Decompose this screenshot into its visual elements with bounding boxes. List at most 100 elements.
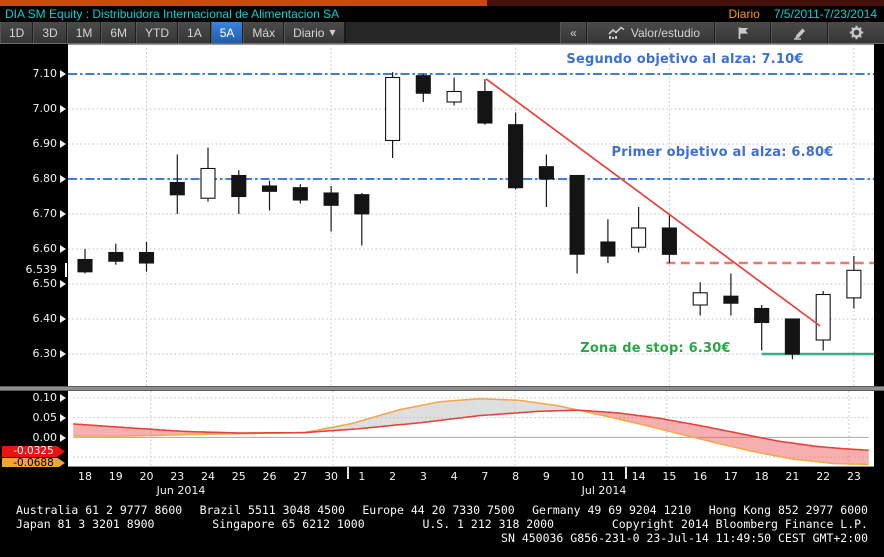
x-axis-day-label: 18 (78, 470, 92, 483)
candle (292, 184, 308, 204)
footer-contact-item: U.S. 1 212 318 2000 (422, 517, 554, 531)
range-button-group: 1D 3D 1M 6M YTD 1A 5A Máx (0, 22, 285, 43)
draw-button[interactable] (771, 22, 828, 43)
candle (169, 154, 185, 214)
price-tick-label: 6.70 (32, 207, 58, 220)
study-button[interactable]: Valor/estudio (586, 22, 715, 43)
price-tick-label: 7.00 (32, 102, 58, 115)
axis-tick-arrow-icon (60, 140, 66, 148)
footer-contact-item: Europe 44 20 7330 7500 (362, 503, 515, 517)
security-title: DIA SM Equity : Distribuidora Internacio… (5, 7, 340, 21)
x-axis-day-label: 24 (201, 470, 216, 483)
range-button-3d[interactable]: 3D (33, 22, 67, 43)
range-button-1m[interactable]: 1M (66, 22, 102, 43)
candlestick-plot[interactable] (68, 44, 874, 386)
date-range-label: 7/5/2011-7/23/2014 (773, 7, 877, 21)
chart-region: Segundo objetivo al alza: 7.10€ Primer o… (0, 44, 884, 469)
range-button-1a[interactable]: 1A (178, 22, 211, 43)
month-separator-tick (347, 467, 349, 479)
line-chart-icon (608, 25, 625, 40)
axis-tick-arrow-icon (60, 315, 66, 323)
footer-session-row: SN 450036 G856-231-0 23-Jul-14 11:49:50 … (16, 531, 868, 545)
x-axis-day-label: 20 (139, 470, 154, 483)
x-axis-day-label: 11 (600, 470, 615, 483)
price-tick-label: 6.30 (32, 347, 58, 360)
chevron-down-icon: ▼ (329, 28, 336, 37)
footer-contacts-row2: Japan 81 3 3201 8900 Singapore 65 6212 10… (16, 517, 868, 531)
axis-tick-arrow-icon (60, 350, 66, 358)
x-axis-day-label: 23 (170, 470, 185, 483)
study-tick-label: 0.10 (32, 391, 58, 404)
panel-divider[interactable] (0, 386, 884, 391)
candle (569, 174, 585, 274)
x-axis-day-label: 15 (662, 470, 677, 483)
x-axis-day-label: 3 (419, 470, 427, 483)
x-axis-day-label: 19 (108, 470, 123, 483)
range-button-1d[interactable]: 1D (0, 22, 34, 43)
date-axis: 18 19 20 23 24 25 26 27 30 1 2 3 4 7 8 9 10 11 14 15 16 17 18 2… (0, 467, 884, 500)
chart-title-bar: DIA SM Equity : Distribuidora Internacio… (0, 6, 884, 22)
x-axis-day-label: 23 (846, 470, 861, 483)
annotation-flag-button[interactable] (715, 22, 771, 43)
candle (508, 112, 524, 190)
macd-plot[interactable] (68, 391, 874, 467)
candle (200, 147, 216, 202)
candle (815, 291, 831, 351)
axis-tick-arrow-icon (60, 175, 66, 183)
settings-button[interactable] (828, 22, 884, 43)
month-separator-tick (625, 467, 627, 479)
macd-line (73, 409, 869, 451)
footer-contact-item: Copyright 2014 Bloomberg Finance L.P. (611, 517, 868, 531)
collapse-panel-button[interactable]: « (560, 22, 587, 43)
candle (723, 273, 739, 316)
axis-tick-arrow-icon (60, 210, 66, 218)
annotation-first-target: Primer objetivo al alza: 6.80€ (611, 145, 834, 160)
price-tick-label: 6.90 (32, 137, 58, 150)
footer-contact-item: Singapore 65 6212 1000 (212, 517, 365, 531)
candle (692, 282, 708, 316)
footer-contacts-row1: Australia 61 2 9777 8600 Brazil 5511 3048… (16, 503, 868, 517)
x-axis-day-label: 16 (693, 470, 708, 483)
axis-tick-arrow-icon (60, 245, 66, 253)
candle (754, 305, 770, 351)
candle (538, 154, 554, 207)
terminal-footer: Australia 61 2 9777 8600 Brazil 5511 3048… (0, 500, 884, 557)
footer-contact-item: Japan 81 3 3201 8900 (16, 517, 155, 531)
macd-value-tag: -0.0325 (2, 446, 65, 457)
trendline (485, 78, 821, 327)
range-button-ytd[interactable]: YTD (136, 22, 179, 43)
candle (108, 243, 124, 265)
x-axis-day-label: 4 (450, 470, 458, 483)
axis-tick-arrow-icon (60, 414, 66, 422)
footer-contact-item: Brazil 5511 3048 4500 (199, 503, 345, 517)
candle (631, 207, 647, 253)
footer-contact-item: Australia 61 2 9777 8600 (16, 503, 183, 517)
x-axis-day-label: 14 (631, 470, 646, 483)
study-tick-label: 0.00 (32, 431, 58, 444)
axis-tick-arrow-icon (60, 105, 66, 113)
candle (446, 77, 462, 106)
price-tick-label: 6.50 (32, 277, 58, 290)
candle (261, 180, 278, 211)
x-axis-day-label: 9 (542, 470, 550, 483)
price-tick-label: 6.60 (32, 242, 58, 255)
x-axis-day-label: 27 (293, 470, 308, 483)
candle (77, 249, 93, 274)
candle (784, 318, 800, 360)
x-axis-month-label: Jun 2014 (156, 484, 206, 497)
annotation-stop-zone: Zona de stop: 6.30€ (580, 341, 731, 356)
footer-contact-item: Germany 49 69 9204 1210 (532, 503, 692, 517)
x-axis-day-label: 21 (785, 470, 800, 483)
interval-dropdown[interactable]: Diario ▼ (284, 22, 345, 43)
x-axis-day-label: 30 (324, 470, 339, 483)
candle (323, 186, 339, 232)
range-button-máx[interactable]: Máx (243, 22, 285, 43)
price-tick-label: 6.40 (32, 312, 58, 325)
candle (354, 193, 370, 246)
candle (661, 214, 677, 263)
gear-icon (849, 25, 864, 40)
range-button-6m[interactable]: 6M (101, 22, 137, 43)
range-button-5a[interactable]: 5A (210, 22, 244, 43)
x-axis-day-label: 1 (358, 470, 366, 483)
candle (385, 72, 401, 158)
